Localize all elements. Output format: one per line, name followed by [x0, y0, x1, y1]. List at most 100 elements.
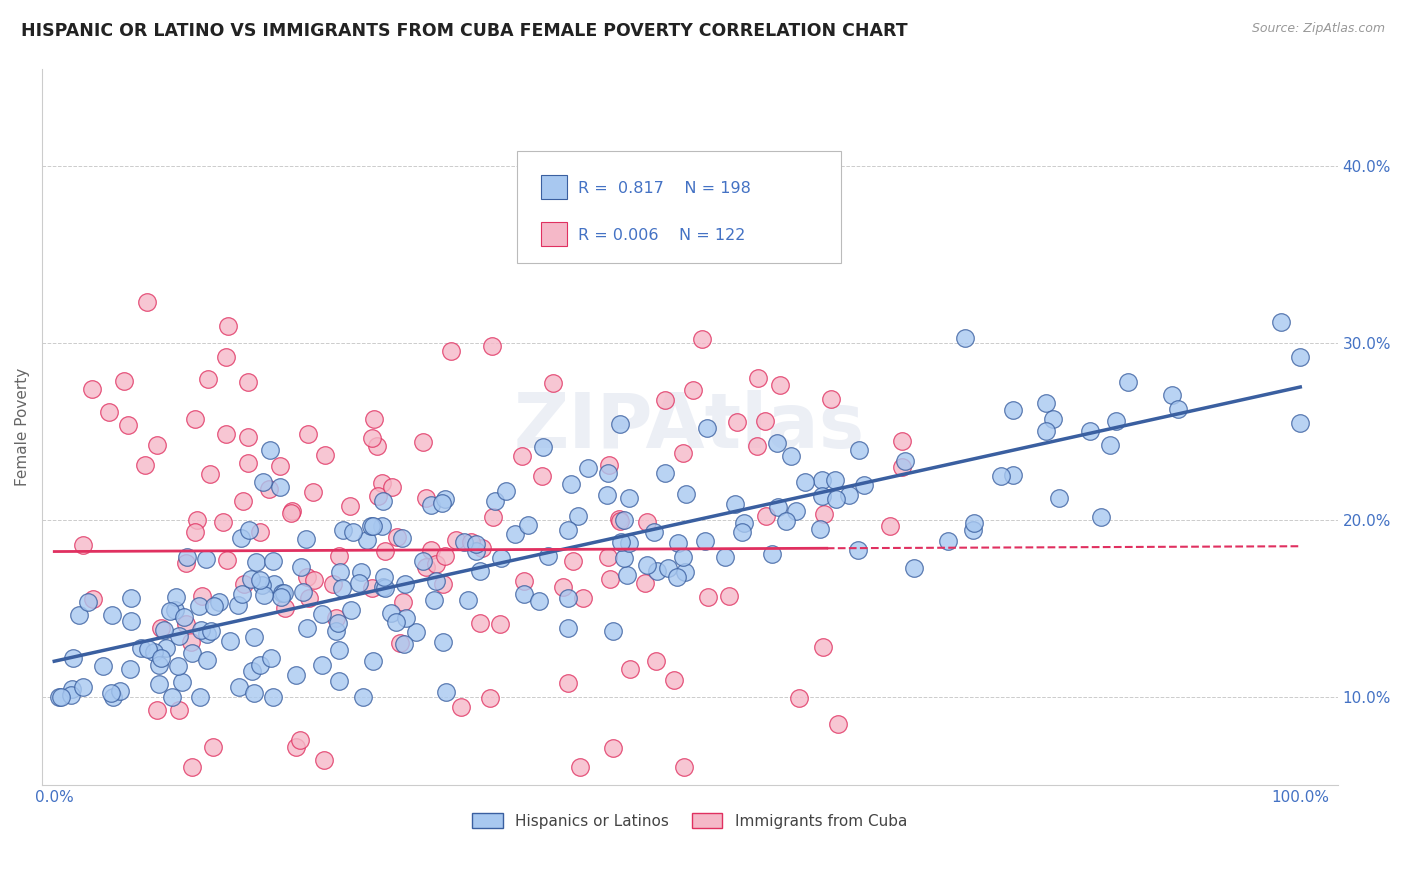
Point	[470, 564, 492, 578]
Point	[733, 516, 755, 530]
Point	[186, 513, 208, 527]
Point	[360, 518, 382, 533]
Point	[263, 576, 285, 591]
Point	[77, 594, 100, 608]
Point	[1090, 510, 1112, 524]
Point	[672, 760, 695, 774]
Point	[465, 543, 488, 558]
Point	[195, 552, 218, 566]
Point	[495, 484, 517, 499]
Point	[517, 518, 540, 533]
Text: HISPANIC OR LATINO VS IMMIGRANTS FROM CUBA FEMALE POVERTY CORRELATION CHART: HISPANIC OR LATINO VS IMMIGRANTS FROM CU…	[21, 22, 908, 40]
Point	[167, 659, 190, 673]
Point	[484, 494, 506, 508]
Point	[387, 531, 409, 545]
Point	[533, 440, 555, 454]
Point	[340, 603, 363, 617]
Point	[1167, 401, 1189, 416]
Point	[180, 646, 202, 660]
Point	[159, 604, 181, 618]
Point	[425, 558, 447, 572]
Point	[200, 624, 222, 638]
Point	[322, 576, 344, 591]
Point	[415, 491, 437, 505]
Point	[188, 599, 211, 613]
Point	[645, 654, 668, 668]
Point	[394, 577, 416, 591]
Y-axis label: Female Poverty: Female Poverty	[15, 368, 30, 486]
Point	[72, 539, 94, 553]
Point	[848, 443, 870, 458]
Point	[195, 653, 218, 667]
Point	[388, 635, 411, 649]
Point	[391, 595, 413, 609]
Point	[657, 560, 679, 574]
Point	[808, 522, 831, 536]
Point	[557, 676, 579, 690]
Point	[197, 372, 219, 386]
Point	[371, 493, 394, 508]
Point	[373, 570, 395, 584]
Point	[599, 572, 621, 586]
Point	[785, 504, 807, 518]
Point	[664, 673, 686, 688]
Point	[231, 531, 253, 545]
Point	[356, 533, 378, 548]
Point	[440, 343, 463, 358]
Point	[613, 512, 636, 526]
Point	[129, 640, 152, 655]
Point	[450, 699, 472, 714]
Point	[755, 509, 778, 524]
Point	[810, 473, 832, 487]
Point	[471, 541, 494, 556]
Point	[460, 535, 482, 549]
Point	[675, 487, 697, 501]
Text: R = 0.006    N = 122: R = 0.006 N = 122	[578, 228, 745, 244]
Point	[820, 392, 842, 406]
Point	[541, 376, 564, 390]
Point	[80, 383, 103, 397]
Point	[217, 319, 239, 334]
Point	[394, 637, 416, 651]
Point	[572, 591, 595, 606]
Point	[184, 525, 207, 540]
Point	[645, 564, 668, 578]
Point	[846, 543, 869, 558]
Point	[201, 740, 224, 755]
Point	[853, 477, 876, 491]
Point	[692, 332, 714, 346]
Point	[217, 553, 239, 567]
Point	[405, 624, 427, 639]
Point	[269, 458, 291, 473]
Point	[766, 500, 789, 514]
Point	[236, 456, 259, 470]
Point	[602, 740, 624, 755]
Point	[249, 573, 271, 587]
Point	[176, 550, 198, 565]
Point	[609, 417, 631, 432]
Point	[596, 550, 619, 565]
Point	[430, 496, 453, 510]
Point	[342, 524, 364, 539]
Point	[503, 527, 526, 541]
Point	[149, 650, 172, 665]
Point	[1002, 403, 1025, 417]
Point	[890, 459, 912, 474]
Text: Source: ZipAtlas.com: Source: ZipAtlas.com	[1251, 22, 1385, 36]
Point	[97, 405, 120, 419]
Point	[990, 469, 1012, 483]
Point	[100, 686, 122, 700]
Point	[596, 466, 619, 480]
Point	[188, 690, 211, 704]
Point	[827, 716, 849, 731]
Point	[718, 589, 741, 603]
Point	[208, 595, 231, 609]
Point	[145, 437, 167, 451]
Point	[328, 643, 350, 657]
Point	[838, 488, 860, 502]
Point	[165, 590, 187, 604]
Text: R =  0.817    N = 198: R = 0.817 N = 198	[578, 181, 751, 196]
Point	[479, 691, 502, 706]
Point	[49, 690, 72, 704]
Point	[381, 480, 404, 494]
